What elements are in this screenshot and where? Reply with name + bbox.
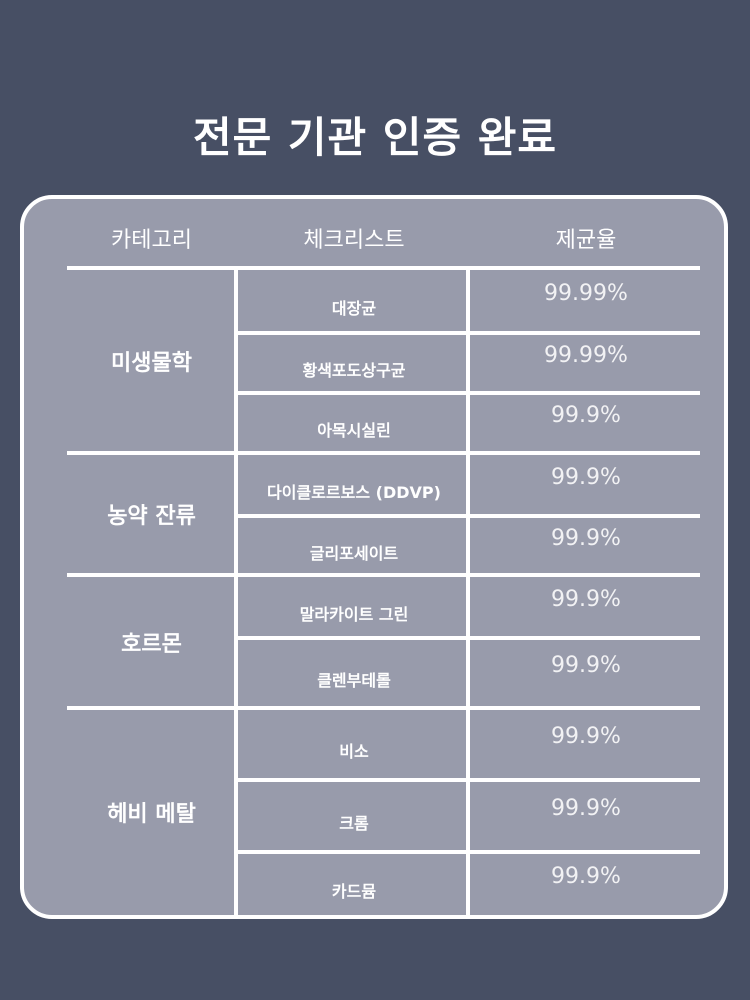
- checklist-item: 카드뮴: [331, 881, 377, 901]
- category-cell: 농약 잔류: [107, 504, 196, 529]
- header-category: 카테고리: [111, 228, 192, 253]
- row-divider: [236, 331, 700, 335]
- checklist-item: 크롬: [339, 814, 369, 833]
- header-divider: [67, 266, 700, 270]
- column-divider: [234, 268, 238, 915]
- row-divider: [236, 391, 700, 395]
- sterilization-rate: 99.9%: [551, 403, 621, 428]
- checklist-item: 아목시실린: [317, 421, 391, 440]
- sterilization-rate: 99.9%: [551, 724, 621, 749]
- checklist-item: 대장균: [331, 298, 377, 318]
- row-divider: [236, 850, 700, 854]
- sterilization-rate: 99.9%: [551, 586, 621, 612]
- sterilization-rate: 99.9%: [551, 464, 621, 490]
- header-rate: 제균율: [555, 228, 617, 253]
- checklist-item: 클렌부테롤: [317, 671, 391, 690]
- sterilization-rate: 99.9%: [551, 796, 621, 821]
- category-cell: 호르몬: [121, 631, 182, 657]
- group-divider: [67, 573, 700, 577]
- row-divider: [236, 778, 700, 782]
- row-divider: [236, 636, 700, 640]
- sterilization-rate: 99.99%: [544, 343, 628, 368]
- group-divider: [67, 451, 700, 455]
- header-checklist: 체크리스트: [303, 228, 405, 253]
- checklist-item: 황색포도상구균: [302, 361, 406, 380]
- certification-table-card: [20, 195, 728, 919]
- category-cell: 헤비 메탈: [107, 801, 196, 827]
- group-divider: [67, 706, 700, 710]
- checklist-item: 말라카이트 그린: [299, 604, 409, 624]
- row-divider: [236, 514, 700, 518]
- sterilization-rate: 99.9%: [551, 653, 621, 678]
- page-title: 전문 기관 인증 완료: [193, 113, 557, 162]
- checklist-item: 비소: [339, 742, 369, 761]
- checklist-item: 글리포세이트: [309, 543, 399, 563]
- column-divider: [466, 268, 470, 915]
- sterilization-rate: 99.9%: [551, 863, 621, 889]
- sterilization-rate: 99.99%: [544, 280, 628, 306]
- checklist-item: 다이클로르보스 (DDVP): [267, 482, 441, 502]
- sterilization-rate: 99.9%: [551, 525, 621, 551]
- category-cell: 미생물학: [111, 350, 192, 376]
